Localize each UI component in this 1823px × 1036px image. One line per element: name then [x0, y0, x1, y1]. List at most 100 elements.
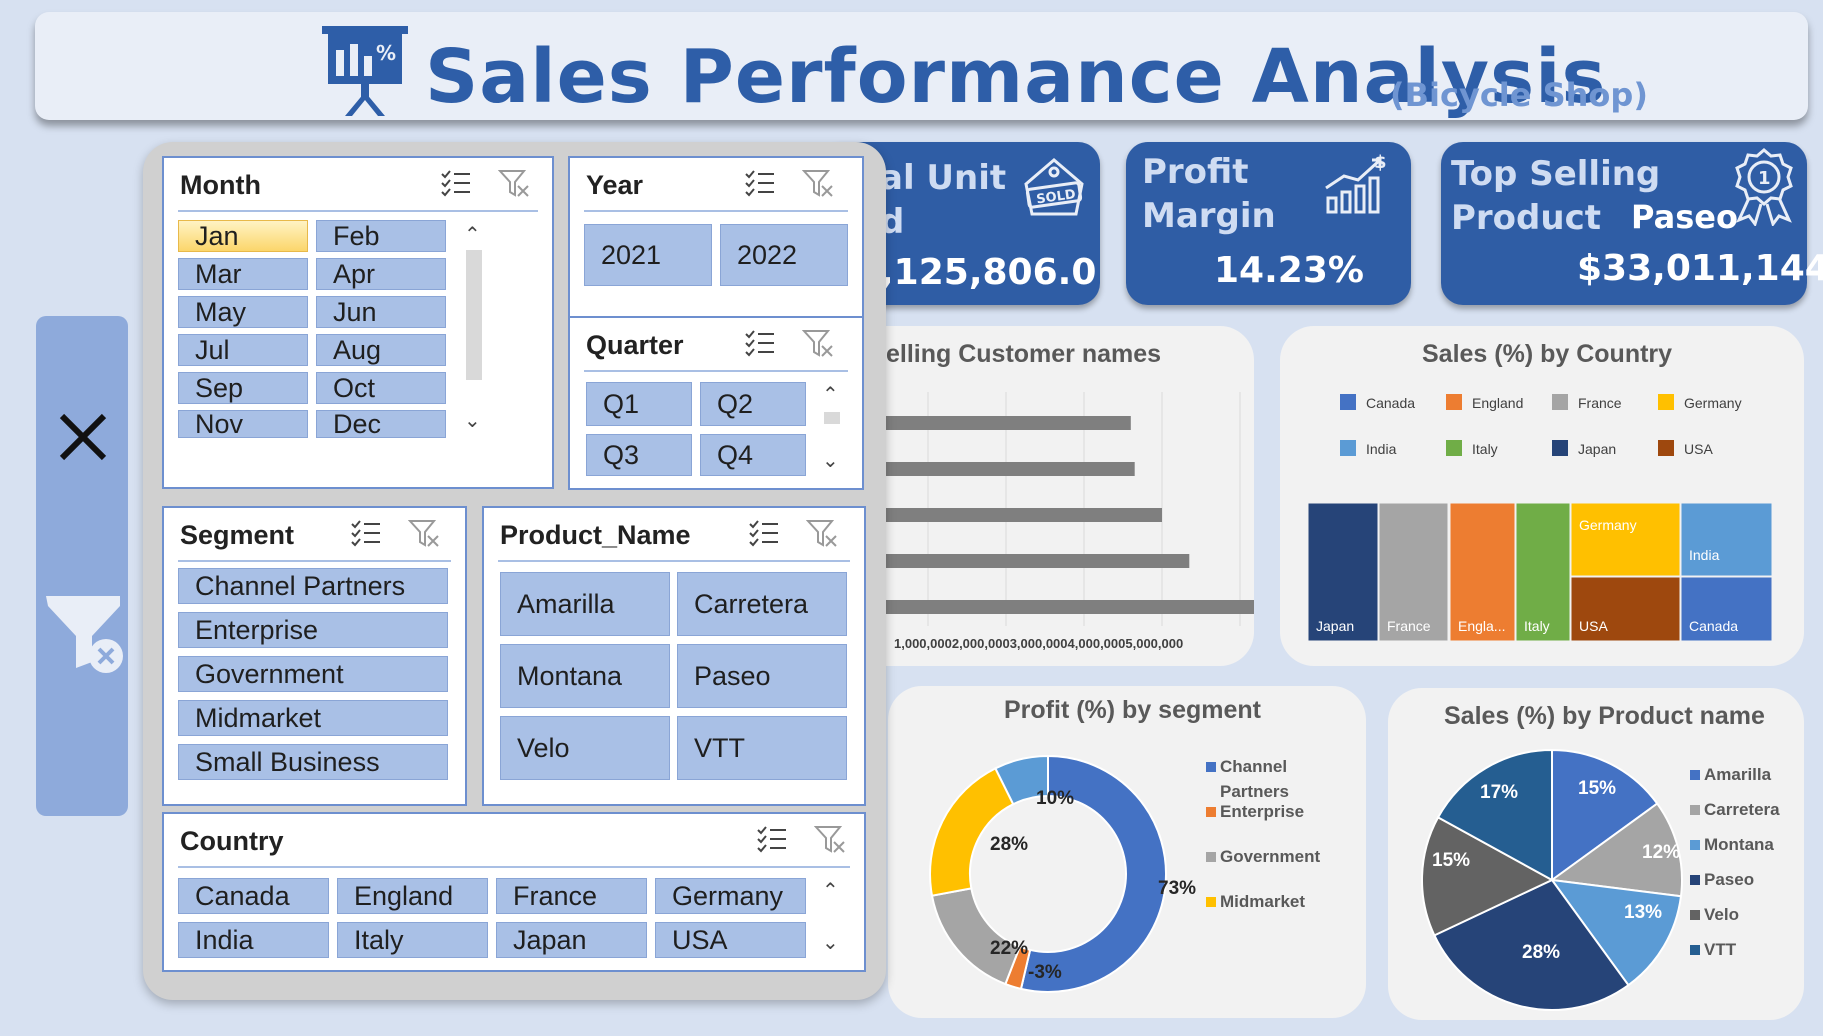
filter-panel-toggle[interactable] — [36, 316, 128, 816]
segment-item-midmarket[interactable]: Midmarket — [178, 700, 448, 736]
product-chart-panel: Sales (%) by Product name 15% 12% 13% 28% 15… — [1388, 688, 1804, 1020]
legend-label: Midmarket — [1220, 892, 1305, 911]
month-item-mar[interactable]: Mar — [178, 258, 308, 290]
chevron-down-icon[interactable]: ⌄ — [822, 932, 839, 954]
month-item-sep[interactable]: Sep — [178, 372, 308, 404]
multi-select-icon[interactable] — [756, 824, 788, 859]
product-item-montana[interactable]: Montana — [500, 644, 670, 708]
country-item-italy[interactable]: Italy — [337, 922, 488, 958]
month-item-apr[interactable]: Apr — [316, 258, 446, 290]
multi-select-icon[interactable] — [350, 518, 382, 553]
country-scrollbar[interactable]: ⌃ ⌄ — [816, 878, 848, 960]
pie-data-label: 13% — [1624, 902, 1662, 923]
chevron-up-icon[interactable]: ⌃ — [464, 224, 481, 246]
chevron-up-icon[interactable]: ⌃ — [822, 384, 839, 406]
header-banner: % Sales Performance Analysis (Bicycle Sh… — [35, 12, 1808, 120]
month-item-dec[interactable]: Dec — [316, 410, 446, 438]
doughnut-data-label: 28% — [990, 834, 1028, 855]
country-item-canada[interactable]: Canada — [178, 878, 329, 914]
legend-label: Montana — [1704, 835, 1774, 854]
customers-chart-panel: elling Customer names 1,000,000 2,000,00… — [820, 326, 1254, 666]
treemap-tile — [1378, 502, 1449, 642]
month-item-jun[interactable]: Jun — [316, 296, 446, 328]
clear-filter-icon[interactable] — [497, 168, 530, 203]
product-item-amarilla[interactable]: Amarilla — [500, 572, 670, 636]
growth-chart-icon: $ — [1322, 152, 1394, 221]
month-item-jul[interactable]: Jul — [178, 334, 308, 366]
month-scrollbar[interactable]: ⌃ ⌄ — [458, 220, 490, 438]
country-item-germany[interactable]: Germany — [655, 878, 806, 914]
legend-label: Paseo — [1704, 870, 1754, 889]
country-item-usa[interactable]: USA — [655, 922, 806, 958]
kpi-top-product-name: Paseo — [1631, 198, 1738, 236]
segment-item-enterprise[interactable]: Enterprise — [178, 612, 448, 648]
doughnut-slice — [994, 754, 1049, 806]
axis-tick-label: 4,000,000 — [1067, 636, 1126, 651]
year-item-2021[interactable]: 2021 — [584, 224, 712, 286]
treemap-label: Engla... — [1458, 618, 1505, 634]
country-item-japan[interactable]: Japan — [496, 922, 647, 958]
clear-filter-icon[interactable] — [805, 518, 838, 553]
quarter-slicer: Quarter Q1 Q2 Q3 Q4 ⌃ ⌄ — [568, 316, 864, 490]
product-item-paseo[interactable]: Paseo — [677, 644, 847, 708]
scroll-thumb[interactable] — [466, 250, 482, 380]
country-chart-title: Sales (%) by Country — [1422, 340, 1673, 368]
legend-swatch — [1340, 440, 1356, 456]
chevron-up-icon[interactable]: ⌃ — [822, 880, 839, 902]
multi-select-icon[interactable] — [748, 518, 780, 553]
segment-item-government[interactable]: Government — [178, 656, 448, 692]
kpi-units-label: al Unit d — [880, 158, 1007, 243]
segment-item-small-business[interactable]: Small Business — [178, 744, 448, 780]
month-item-oct[interactable]: Oct — [316, 372, 446, 404]
product-item-vtt[interactable]: VTT — [677, 716, 847, 780]
axis-tick-label: 1,000,000 — [894, 636, 952, 651]
country-item-england[interactable]: England — [337, 878, 488, 914]
doughnut-data-label: -3% — [1028, 962, 1062, 983]
axis-tick-label: 5,000,000 — [1125, 636, 1184, 651]
multi-select-icon[interactable] — [744, 168, 776, 203]
multi-select-icon[interactable] — [744, 328, 776, 363]
chevron-down-icon[interactable]: ⌄ — [822, 450, 839, 472]
month-item-may[interactable]: May — [178, 296, 308, 328]
month-item-feb[interactable]: Feb — [316, 220, 446, 252]
quarter-item-q4[interactable]: Q4 — [700, 434, 806, 476]
svg-text:SOLD: SOLD — [1035, 187, 1076, 207]
clear-filter-icon[interactable] — [801, 328, 834, 363]
customers-bar-chart — [820, 392, 1254, 626]
quarter-item-q1[interactable]: Q1 — [586, 382, 692, 426]
month-slicer-title: Month — [180, 170, 261, 200]
month-item-aug[interactable]: Aug — [316, 334, 446, 366]
segment-doughnut-chart: 73% -3%22% 28% 10% Channel PartnersEnterprise… — [929, 754, 1320, 993]
clear-filter-icon[interactable] — [801, 168, 834, 203]
pie-data-label: 17% — [1480, 782, 1518, 803]
pie-data-label: 15% — [1432, 850, 1470, 871]
clear-filter-icon[interactable] — [813, 824, 846, 859]
country-item-india[interactable]: India — [178, 922, 329, 958]
quarter-item-q2[interactable]: Q2 — [700, 382, 806, 426]
country-item-france[interactable]: France — [496, 878, 647, 914]
product-item-carretera[interactable]: Carretera — [677, 572, 847, 636]
kpi-margin-value: 14.23% — [1214, 250, 1364, 291]
year-item-2022[interactable]: 2022 — [720, 224, 848, 286]
legend-swatch — [1552, 394, 1568, 410]
month-item-nov[interactable]: Nov — [178, 410, 308, 438]
month-item-jan[interactable]: Jan — [178, 220, 308, 252]
award-ribbon-icon: 1 — [1729, 146, 1799, 231]
kpi-top-value: $33,011,144 — [1577, 248, 1823, 289]
segment-item-channel-partners[interactable]: Channel Partners — [178, 568, 448, 604]
quarter-item-q3[interactable]: Q3 — [586, 434, 692, 476]
multi-select-icon[interactable] — [440, 168, 472, 203]
pie-data-label: 15% — [1578, 778, 1616, 799]
quarter-scrollbar[interactable]: ⌃ ⌄ — [816, 382, 848, 478]
scroll-thumb[interactable] — [824, 412, 840, 424]
clear-filter-icon[interactable] — [44, 592, 128, 683]
legend-label: Germany — [1684, 395, 1742, 411]
legend-swatch — [1206, 897, 1216, 907]
chevron-down-icon[interactable]: ⌄ — [464, 410, 481, 432]
product-slicer: Product_Name Amarilla Carretera Montana … — [482, 506, 866, 806]
close-icon[interactable] — [58, 412, 108, 467]
product-item-velo[interactable]: Velo — [500, 716, 670, 780]
legend-swatch — [1206, 807, 1216, 817]
clear-filter-icon[interactable] — [407, 518, 440, 553]
legend-label: Carretera — [1704, 800, 1780, 819]
